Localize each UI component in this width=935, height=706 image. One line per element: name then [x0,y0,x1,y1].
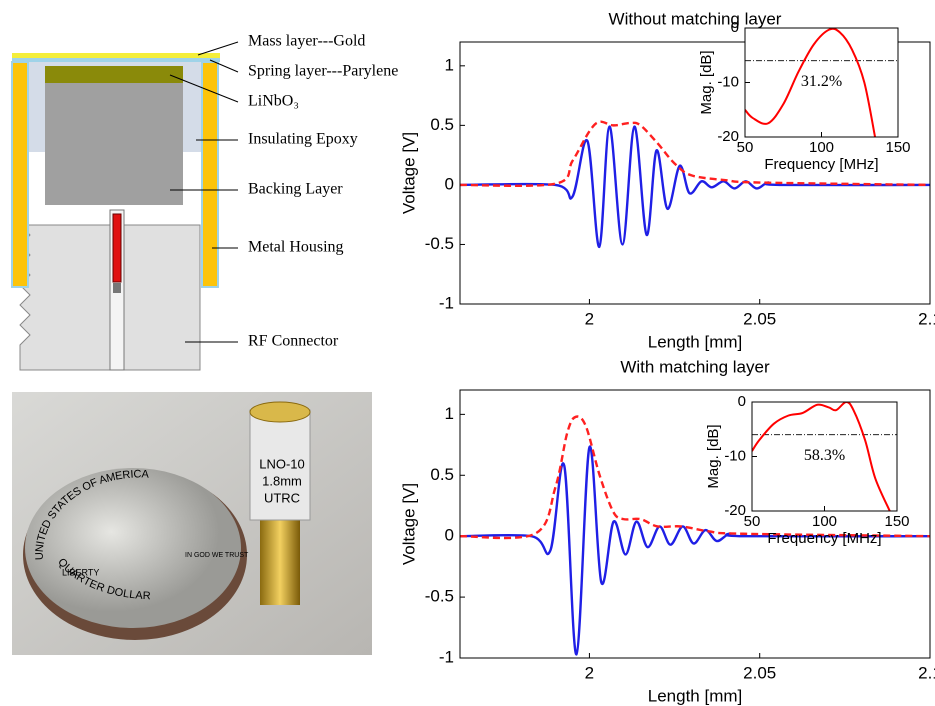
x-axis-label: Frequency [MHz] [764,156,878,173]
housing-left [12,62,28,287]
label: Insulating Epoxy [248,131,358,148]
x-tick-label: 2.1 [918,309,935,328]
diagram: Mass layer---Gold Spring layer---Parylen… [12,33,398,370]
annotation: 31.2% [801,73,842,90]
chart-title: Without matching layer [609,9,782,28]
y-tick-label: -0.5 [425,234,454,253]
y-axis-label: Mag. [dB] [698,50,715,114]
x-tick-label: 2.05 [743,663,776,682]
housing-right [202,62,218,287]
backing-layer [45,83,183,205]
label: Mass layer---Gold [248,33,365,50]
figure: Mass layer---Gold Spring layer---Parylen… [0,0,935,706]
x-axis-label: Length [mm] [648,686,743,705]
device-label: LNO-10 [259,456,305,471]
x-axis-label: Frequency [MHz] [767,530,881,547]
x-tick-label: 2.05 [743,309,776,328]
y-tick-label: -1 [439,293,454,312]
y-axis-label: Voltage [V] [399,132,418,214]
annotation: 58.3% [804,447,845,464]
device-cap [250,402,310,422]
y-tick-label: 0 [731,19,739,36]
pin [113,214,121,282]
y-tick-label: 1 [445,55,454,74]
y-tick-label: 0.5 [430,465,454,484]
coin-text: IN GOD WE TRUST [185,552,249,559]
y-tick-label: -20 [717,128,739,145]
label: RF Connector [248,333,339,350]
y-tick-label: -20 [724,502,746,519]
photo: UNITED STATES OF AMERICA QUARTER DOLLAR … [12,392,372,655]
x-tick-label: 100 [812,513,837,530]
device-label: UTRC [264,490,300,505]
connector [260,520,300,605]
y-axis-label: Voltage [V] [399,483,418,565]
coin [25,468,241,628]
x-tick-label: 2 [585,663,594,682]
chart-title: With matching layer [620,357,770,376]
linbo3 [45,66,183,83]
x-tick-label: 150 [885,139,910,156]
y-tick-label: -1 [439,647,454,666]
y-tick-label: -0.5 [425,587,454,606]
y-tick-label: -10 [717,73,739,90]
x-tick-label: 2 [585,309,594,328]
x-tick-label: 2.1 [918,663,935,682]
y-tick-label: 0 [445,526,454,545]
mass-layer [12,53,220,58]
y-tick-label: 0.5 [430,115,454,134]
y-tick-label: -10 [724,447,746,464]
pin-base [113,283,121,293]
device-label: 1.8mm [262,473,302,488]
y-tick-label: 0 [738,393,746,410]
label: LiNbO₃ [248,93,299,110]
x-tick-label: 50 [737,139,754,156]
y-axis-label: Mag. [dB] [705,424,722,488]
spring-layer [12,58,220,62]
x-axis-label: Length [mm] [648,332,743,351]
coin-text: LIBERTY [62,567,99,577]
x-tick-label: 50 [744,513,761,530]
label: Metal Housing [248,239,344,256]
x-tick-label: 100 [809,139,834,156]
label: Backing Layer [248,181,343,198]
y-tick-label: 0 [445,174,454,193]
label: Spring layer---Parylene [248,63,398,80]
y-tick-label: 1 [445,404,454,423]
x-tick-label: 150 [884,513,909,530]
